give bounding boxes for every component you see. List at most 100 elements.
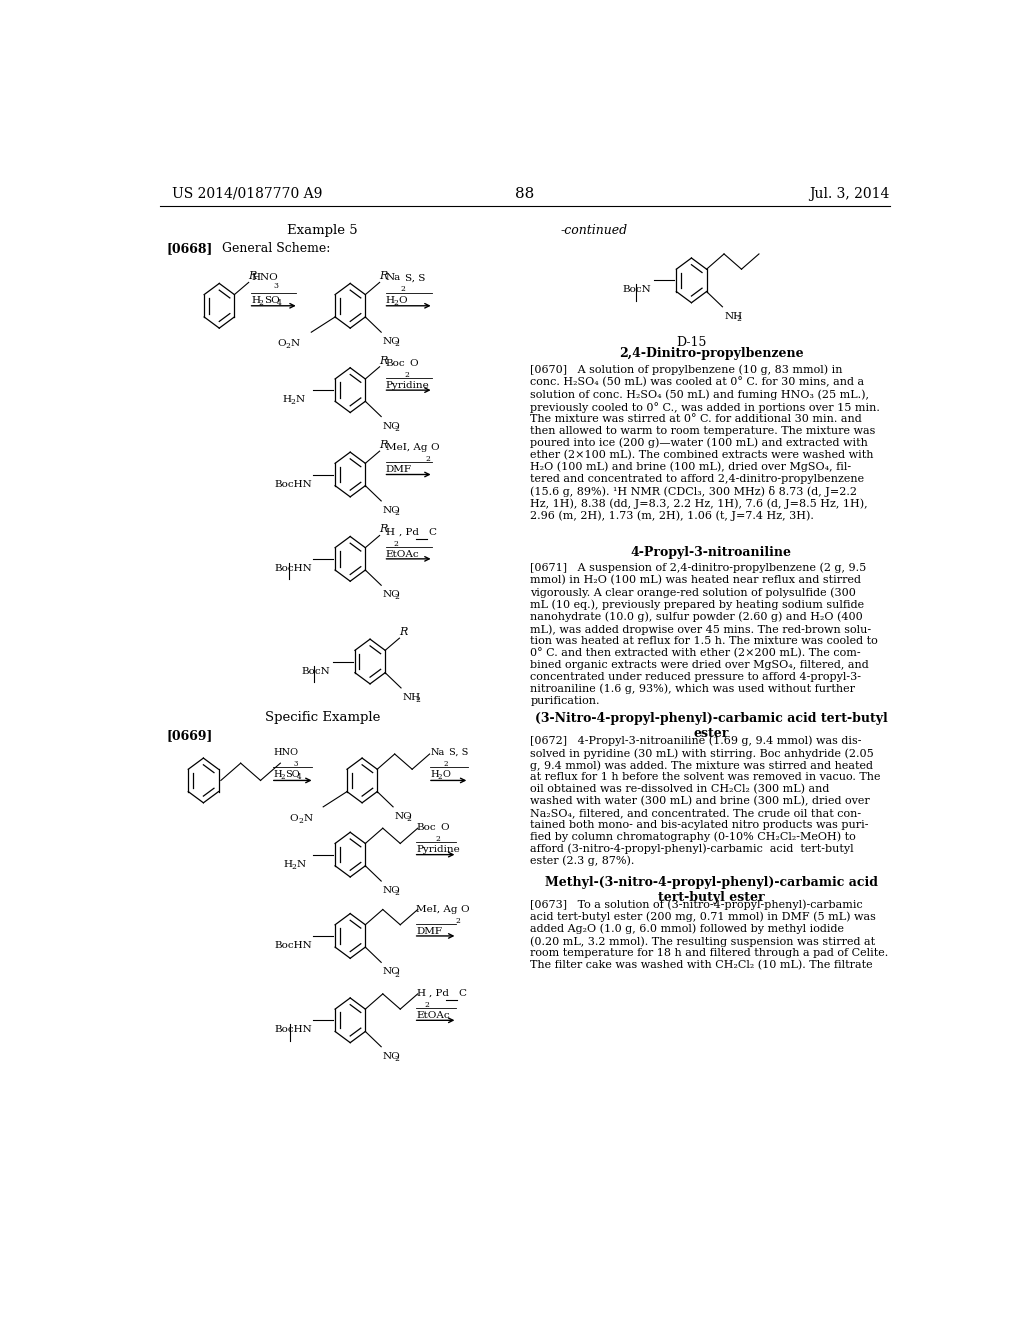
Text: DMF: DMF xyxy=(386,466,412,474)
Text: 2: 2 xyxy=(456,916,461,924)
Text: NO: NO xyxy=(394,812,413,821)
Text: NO: NO xyxy=(383,1052,400,1061)
Text: N: N xyxy=(291,339,300,348)
Text: H: H xyxy=(284,859,293,869)
Text: NO: NO xyxy=(383,590,400,599)
Text: Boc: Boc xyxy=(386,359,406,368)
Text: BocHN: BocHN xyxy=(274,941,312,950)
Text: HNO: HNO xyxy=(273,748,298,758)
Text: EtOAc: EtOAc xyxy=(416,1011,450,1020)
Text: R: R xyxy=(380,272,388,281)
Text: N: N xyxy=(296,859,305,869)
Text: Boc: Boc xyxy=(416,824,435,833)
Text: Na: Na xyxy=(386,273,401,282)
Text: R: R xyxy=(380,440,388,450)
Text: C: C xyxy=(458,989,466,998)
Text: N: N xyxy=(296,395,304,404)
Text: 2: 2 xyxy=(394,594,399,602)
Text: 4: 4 xyxy=(278,298,282,306)
Text: DMF: DMF xyxy=(416,927,442,936)
Text: 2: 2 xyxy=(424,1001,429,1008)
Text: NH: NH xyxy=(402,693,421,702)
Text: NO: NO xyxy=(383,886,400,895)
Text: R: R xyxy=(399,627,408,638)
Text: H: H xyxy=(430,771,439,779)
Text: NH: NH xyxy=(724,312,742,321)
Text: 2: 2 xyxy=(299,817,303,825)
Text: H: H xyxy=(386,296,395,305)
Text: 3: 3 xyxy=(294,760,298,768)
Text: Pyridine: Pyridine xyxy=(416,846,460,854)
Text: 2: 2 xyxy=(281,774,285,781)
Text: (3-Nitro-4-propyl-phenyl)-carbamic acid tert-butyl
ester: (3-Nitro-4-propyl-phenyl)-carbamic acid … xyxy=(535,713,888,741)
Text: NO: NO xyxy=(383,338,400,346)
Text: [0669]: [0669] xyxy=(166,730,212,743)
Text: Specific Example: Specific Example xyxy=(265,711,380,725)
Text: O: O xyxy=(440,824,450,833)
Text: H: H xyxy=(273,771,282,779)
Text: 4: 4 xyxy=(297,774,301,781)
Text: 2: 2 xyxy=(291,399,296,407)
Text: 2: 2 xyxy=(259,298,264,306)
Text: O: O xyxy=(398,296,408,305)
Text: O: O xyxy=(430,444,439,453)
Text: R: R xyxy=(380,356,388,366)
Text: 2: 2 xyxy=(416,696,420,704)
Text: US 2014/0187770 A9: US 2014/0187770 A9 xyxy=(172,187,322,201)
Text: O: O xyxy=(442,771,451,779)
Text: 2: 2 xyxy=(394,425,399,433)
Text: [0671]   A suspension of 2,4-dinitro-propylbenzene (2 g, 9.5
mmol) in H₂O (100 m: [0671] A suspension of 2,4-dinitro-propy… xyxy=(530,562,879,706)
Text: BocHN: BocHN xyxy=(274,564,312,573)
Text: HNO: HNO xyxy=(251,273,278,282)
Text: -continued: -continued xyxy=(560,224,628,238)
Text: S, S: S, S xyxy=(449,748,468,758)
Text: BocN: BocN xyxy=(623,285,651,294)
Text: O: O xyxy=(278,339,286,348)
Text: 2: 2 xyxy=(292,863,296,871)
Text: 2: 2 xyxy=(736,315,741,323)
Text: H: H xyxy=(251,296,260,305)
Text: 2: 2 xyxy=(394,510,399,517)
Text: BocHN: BocHN xyxy=(274,1026,312,1035)
Text: Jul. 3, 2014: Jul. 3, 2014 xyxy=(810,187,890,201)
Text: [0668]: [0668] xyxy=(166,242,212,255)
Text: 88: 88 xyxy=(515,187,535,201)
Text: [0670]   A solution of propylbenzene (10 g, 83 mmol) in
conc. H₂SO₄ (50 mL) was : [0670] A solution of propylbenzene (10 g… xyxy=(530,364,881,521)
Text: 3: 3 xyxy=(273,282,279,290)
Text: [0672]   4-Propyl-3-nitroaniline (1.69 g, 9.4 mmol) was dis-
solved in pyridine : [0672] 4-Propyl-3-nitroaniline (1.69 g, … xyxy=(530,735,881,866)
Text: 2: 2 xyxy=(426,455,430,463)
Text: 2: 2 xyxy=(394,540,398,548)
Text: NO: NO xyxy=(383,506,400,515)
Text: Methyl-(3-nitro-4-propyl-phenyl)-carbamic acid
tert-butyl ester: Methyl-(3-nitro-4-propyl-phenyl)-carbami… xyxy=(545,876,878,904)
Text: 2: 2 xyxy=(436,836,440,843)
Text: 2: 2 xyxy=(394,341,399,348)
Text: SO: SO xyxy=(264,296,280,305)
Text: H: H xyxy=(283,395,292,404)
Text: O: O xyxy=(410,359,419,368)
Text: , Pd: , Pd xyxy=(429,989,449,998)
Text: Example 5: Example 5 xyxy=(287,224,357,238)
Text: MeI, Ag: MeI, Ag xyxy=(416,904,458,913)
Text: O: O xyxy=(461,904,469,913)
Text: 4-Propyl-3-nitroaniline: 4-Propyl-3-nitroaniline xyxy=(631,545,792,558)
Text: 2: 2 xyxy=(394,970,399,978)
Text: C: C xyxy=(428,528,436,536)
Text: BocN: BocN xyxy=(301,667,330,676)
Text: 2: 2 xyxy=(394,1055,399,1063)
Text: MeI, Ag: MeI, Ag xyxy=(386,444,427,453)
Text: 2: 2 xyxy=(437,774,442,781)
Text: 2: 2 xyxy=(394,890,399,898)
Text: H: H xyxy=(416,989,425,998)
Text: Na: Na xyxy=(430,748,444,758)
Text: 2: 2 xyxy=(286,342,291,350)
Text: [0673]   To a solution of (3-nitro-4-propyl-phenyl)-carbamic
acid tert-butyl est: [0673] To a solution of (3-nitro-4-propy… xyxy=(530,899,889,970)
Text: NO: NO xyxy=(383,968,400,977)
Text: S, S: S, S xyxy=(404,273,425,282)
Text: 2: 2 xyxy=(400,285,406,293)
Text: 2: 2 xyxy=(394,298,398,306)
Text: H: H xyxy=(386,528,395,536)
Text: 2: 2 xyxy=(407,814,412,822)
Text: BocHN: BocHN xyxy=(274,479,312,488)
Text: 2,4-Dinitro-propylbenzene: 2,4-Dinitro-propylbenzene xyxy=(618,347,804,360)
Text: , Pd: , Pd xyxy=(398,528,419,536)
